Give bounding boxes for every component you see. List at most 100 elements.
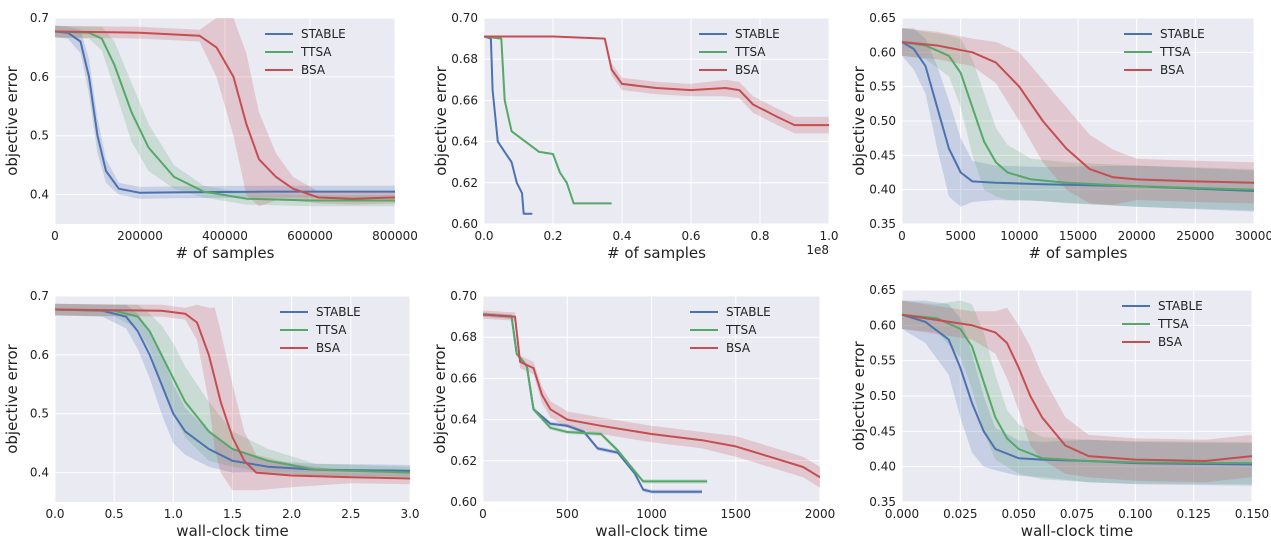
y-tick-label: 0.66 (450, 371, 477, 385)
chart-panel-2: 0.0 0.2 0.4 0.6 0.8 1.0 0.60 0.62 0.64 0.66 0.68 0.… (432, 11, 839, 262)
x-tick-label: 0 (51, 229, 59, 243)
x-tick-label: 5000 (945, 229, 976, 243)
x-tick-label: 1.0 (164, 507, 183, 521)
legend: STABLE TTSA BSA (280, 305, 361, 355)
series-line-stable (902, 41, 1254, 192)
x-tick-label: 1000 (636, 507, 667, 521)
legend-label-ttsa: TTSA (1159, 45, 1191, 59)
series-line-ttsa (55, 30, 395, 202)
y-tick-label: 0.4 (30, 466, 49, 480)
x-tick-label: 800000 (372, 229, 418, 243)
legend-label-bsa: BSA (726, 341, 751, 355)
chart-panel-6: 0.000 0.025 0.050 0.075 0.100 0.125 0.150 0.35 0… (850, 283, 1269, 540)
y-tick-label: 0.50 (869, 114, 896, 128)
y-tick-label: 0.65 (869, 11, 896, 25)
x-axis-label: wall-clock time (595, 522, 707, 540)
series-line-bsa (484, 35, 829, 127)
y-tick-label: 0.4 (30, 188, 49, 202)
x-tick-label: 600000 (287, 229, 333, 243)
series-line-stable (484, 35, 533, 215)
x-tick-label: 0.025 (943, 507, 977, 521)
y-tick-label: 0.50 (869, 389, 896, 403)
x-tick-label: 200000 (117, 229, 163, 243)
x-tick-label: 0 (479, 507, 487, 521)
x-tick-label: 2.0 (282, 507, 301, 521)
x-tick-label: 0.075 (1060, 507, 1094, 521)
x-axis-label: # of samples (1029, 244, 1128, 262)
series-line-bsa (902, 41, 1254, 184)
legend-label-stable: STABLE (1158, 299, 1203, 313)
y-tick-label: 0.68 (450, 330, 477, 344)
legend: STABLE TTSA BSA (265, 27, 346, 77)
legend-label-ttsa: TTSA (1157, 317, 1189, 331)
x-tick-label: 20000 (1118, 229, 1156, 243)
y-tick-label: 0.62 (450, 454, 477, 468)
y-tick-label: 0.7 (30, 11, 49, 25)
y-axis-label: objective error (3, 65, 21, 175)
y-axis-label: objective error (431, 343, 449, 453)
legend-label-bsa: BSA (735, 63, 760, 77)
series-layer (484, 35, 829, 215)
legend-label-ttsa: TTSA (725, 323, 757, 337)
series-line-ttsa (55, 308, 410, 474)
y-tick-label: 0.64 (450, 413, 477, 427)
series-layer (55, 18, 395, 207)
y-tick-label: 0.40 (869, 183, 896, 197)
x-tick-label: 1500 (720, 507, 751, 521)
legend-label-bsa: BSA (301, 63, 326, 77)
series-line-bsa (55, 308, 410, 480)
x-axis-multiplier: 1e8 (806, 243, 829, 257)
y-tick-label: 0.5 (30, 129, 49, 143)
series-band-stable (902, 28, 1254, 212)
y-tick-label: 0.65 (869, 283, 896, 297)
legend-label-stable: STABLE (316, 305, 361, 319)
y-tick-label: 0.5 (30, 407, 49, 421)
y-tick-label: 0.7 (30, 289, 49, 303)
x-axis-label: # of samples (607, 244, 706, 262)
x-tick-label: 0.050 (1001, 507, 1035, 521)
y-axis-label: objective error (3, 343, 21, 453)
legend-label-stable: STABLE (301, 27, 346, 41)
x-tick-label: 0.5 (105, 507, 124, 521)
x-tick-label: 0.2 (543, 229, 562, 243)
x-tick-label: 0.0 (474, 229, 493, 243)
series-band-bsa (483, 310, 820, 488)
x-tick-label: 0.100 (1118, 507, 1152, 521)
series-line-bsa (483, 313, 820, 479)
x-tick-label: 30000 (1235, 229, 1271, 243)
y-tick-label: 0.64 (451, 135, 478, 149)
x-axis-label: # of samples (176, 244, 275, 262)
legend-label-ttsa: TTSA (300, 45, 332, 59)
legend-label-bsa: BSA (1160, 63, 1185, 77)
plot-area (484, 18, 829, 224)
x-tick-label: 0.4 (612, 229, 631, 243)
series-band-bsa (902, 300, 1252, 483)
x-tick-label: 3.0 (400, 507, 419, 521)
y-tick-label: 0.55 (869, 80, 896, 94)
series-band-stable (55, 303, 410, 477)
legend-label-bsa: BSA (1158, 335, 1183, 349)
y-axis-label: objective error (850, 340, 868, 450)
x-tick-label: 0.125 (1176, 507, 1210, 521)
x-tick-label: 0.0 (45, 507, 64, 521)
legend-label-ttsa: TTSA (315, 323, 347, 337)
series-line-bsa (55, 30, 395, 200)
y-tick-label: 0.55 (869, 354, 896, 368)
series-band-bsa (55, 18, 395, 207)
y-tick-label: 0.40 (869, 460, 896, 474)
y-tick-label: 0.60 (869, 318, 896, 332)
y-tick-label: 0.66 (451, 93, 478, 107)
y-tick-label: 0.60 (869, 45, 896, 59)
y-tick-label: 0.70 (450, 289, 477, 303)
x-tick-label: 25000 (1176, 229, 1214, 243)
legend-label-bsa: BSA (316, 341, 341, 355)
y-tick-label: 0.60 (450, 495, 477, 509)
y-axis-label: objective error (432, 65, 450, 175)
series-line-ttsa (484, 35, 612, 205)
series-band-bsa (902, 28, 1254, 205)
x-tick-label: 1.5 (223, 507, 242, 521)
legend: STABLE TTSA BSA (1122, 299, 1203, 349)
series-line-bsa (902, 313, 1252, 462)
y-tick-label: 0.6 (30, 348, 49, 362)
